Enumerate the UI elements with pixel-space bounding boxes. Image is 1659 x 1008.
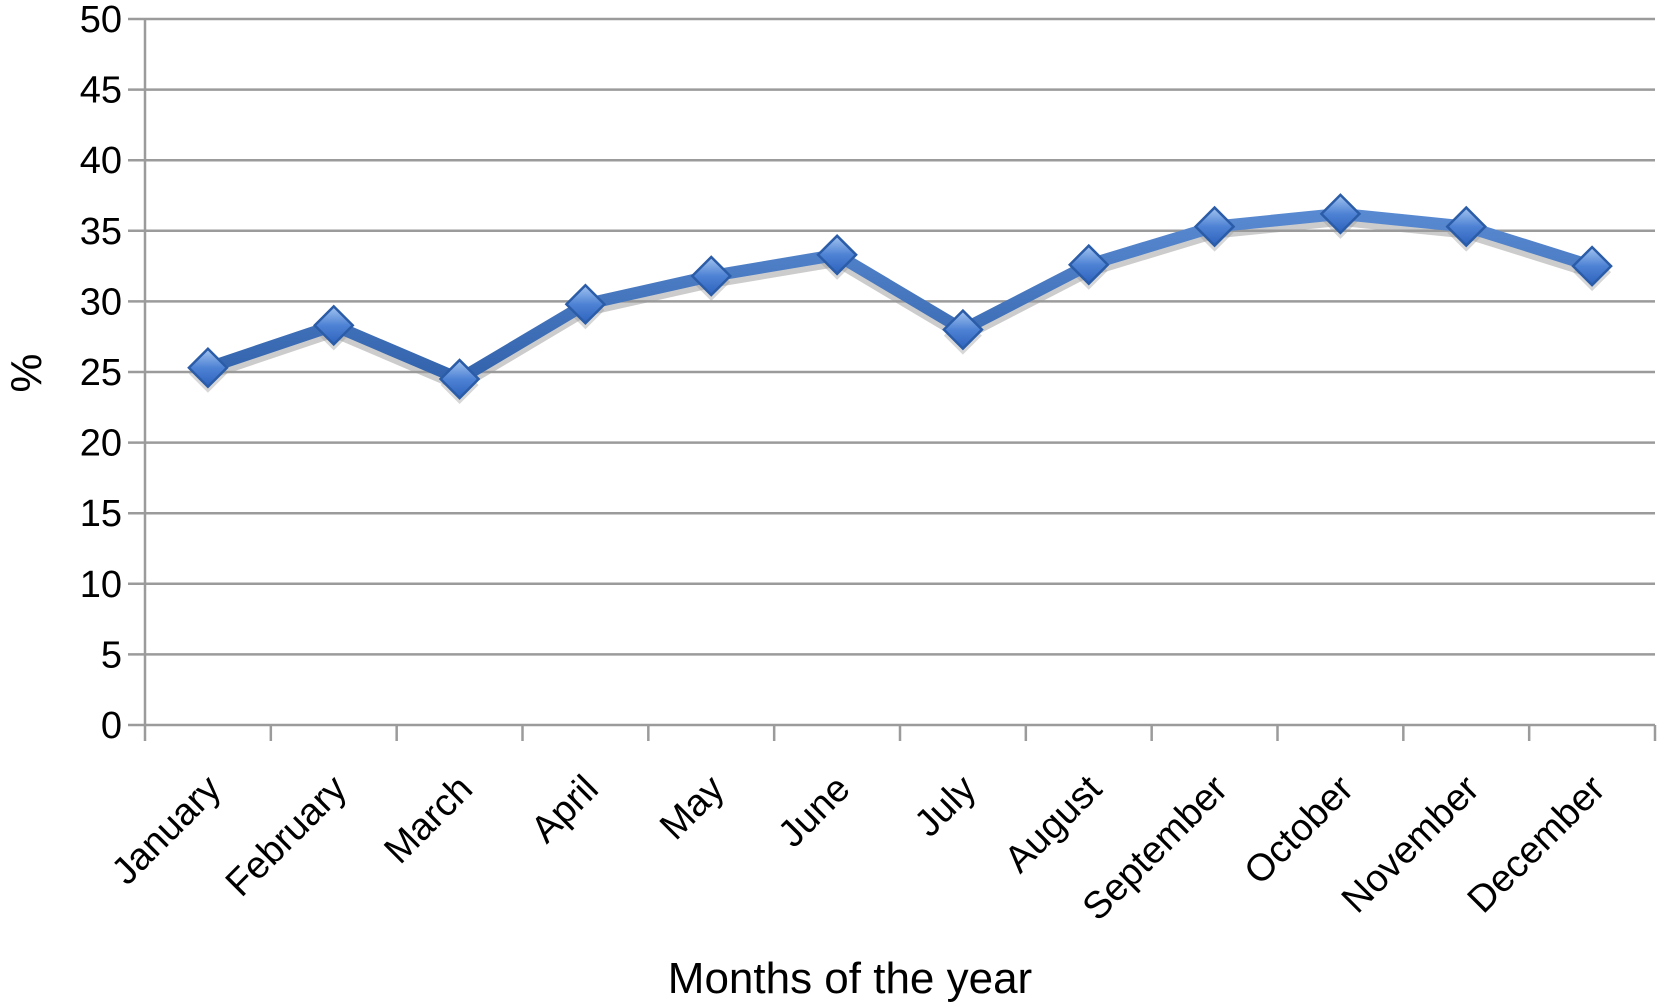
x-tick-label: November xyxy=(1334,767,1488,921)
data-point-marker-december xyxy=(1571,245,1613,287)
y-tick-label: 40 xyxy=(80,140,122,182)
data-point-marker-may xyxy=(690,255,733,297)
y-tick-label: 30 xyxy=(80,281,122,323)
data-point-marker-january xyxy=(187,346,229,389)
data-point-marker-august xyxy=(1067,243,1110,286)
data-point-marker-october xyxy=(1319,193,1362,235)
data-point-marker-november xyxy=(1445,205,1488,248)
data-point-marker-june xyxy=(816,234,858,276)
x-tick-label: December xyxy=(1460,767,1614,921)
y-tick-label: 10 xyxy=(80,564,122,606)
data-point-marker-september xyxy=(1193,205,1236,248)
y-tick-label: 0 xyxy=(101,705,122,747)
x-tick-label: May xyxy=(652,768,732,848)
x-tick-label: February xyxy=(218,768,355,905)
x-tick-label: March xyxy=(377,768,481,872)
y-axis-title: % xyxy=(2,353,51,393)
y-tick-label: 20 xyxy=(80,423,122,465)
x-tick-label: August xyxy=(997,767,1111,881)
x-tick-label: April xyxy=(523,768,606,851)
data-series-line-shadow xyxy=(202,215,1598,392)
y-tick-label: 45 xyxy=(80,70,122,112)
x-axis-title: Months of the year xyxy=(667,954,1033,1003)
data-series-line xyxy=(201,207,1599,386)
y-tick-label: 50 xyxy=(80,0,122,41)
y-tick-label: 25 xyxy=(80,352,122,394)
data-point-marker-march xyxy=(438,358,481,400)
data-point-marker-april xyxy=(564,283,607,325)
data-point-marker-july xyxy=(942,308,984,351)
y-tick-label: 5 xyxy=(101,634,122,676)
y-tick-label: 35 xyxy=(80,211,122,253)
x-tick-label: July xyxy=(907,768,984,845)
x-tick-label: January xyxy=(104,768,229,893)
x-tick-label: October xyxy=(1237,767,1363,893)
x-tick-label: June xyxy=(770,768,858,856)
data-point-marker-february xyxy=(312,304,355,347)
y-tick-label: 15 xyxy=(80,493,122,535)
